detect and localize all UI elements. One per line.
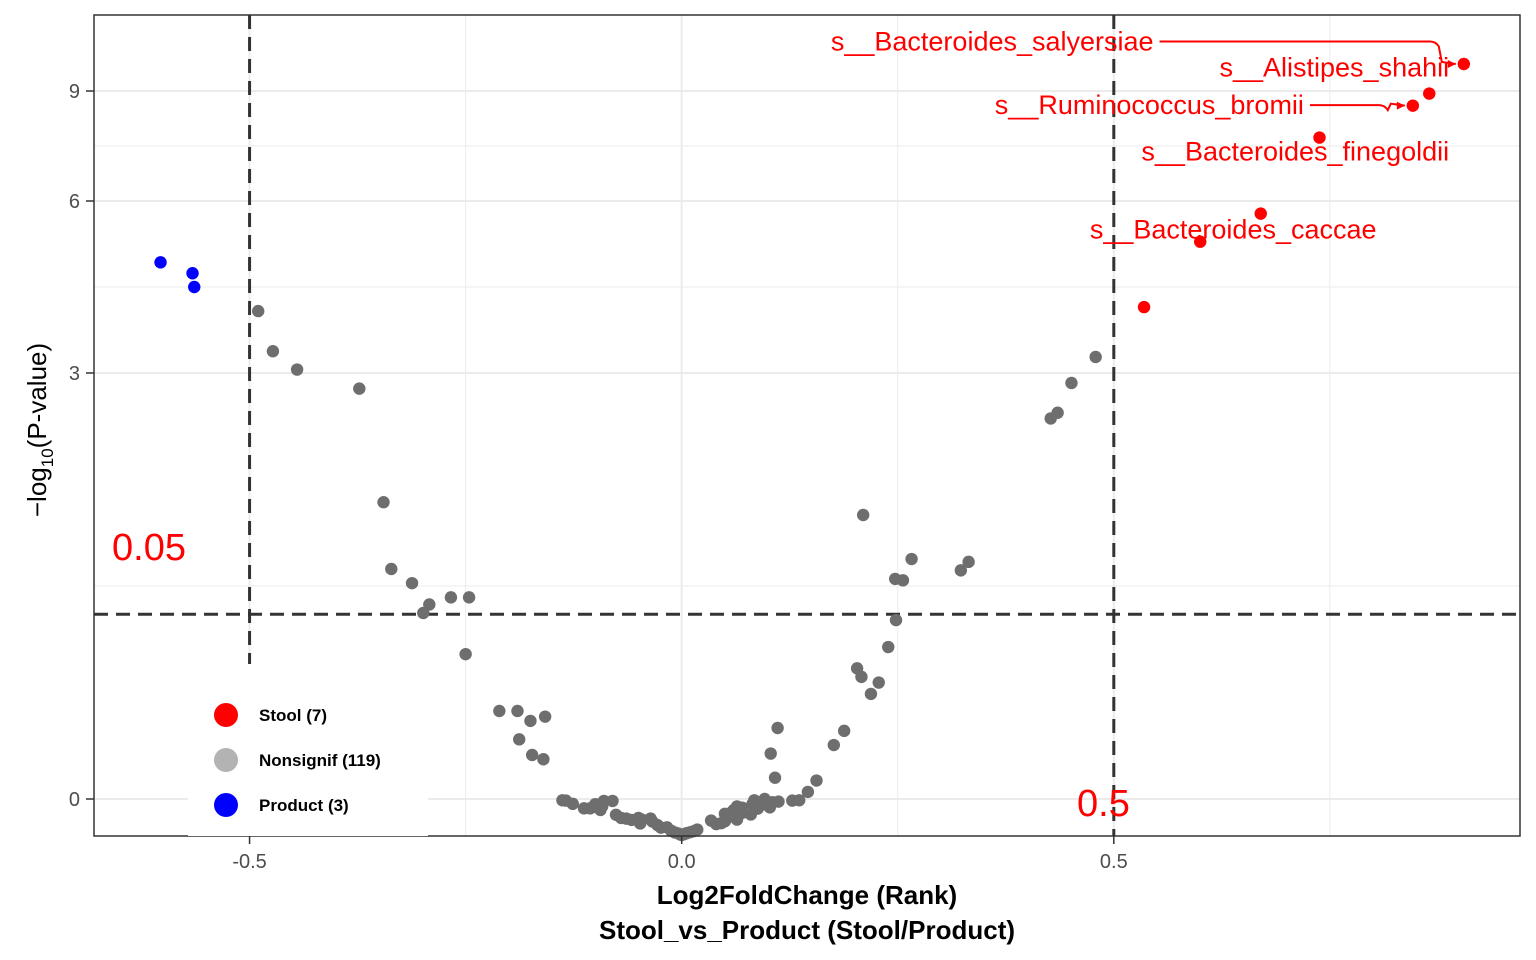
data-point <box>691 823 704 836</box>
data-point <box>524 714 537 728</box>
data-point <box>538 710 552 723</box>
data-point <box>377 496 390 509</box>
annotation-leader-line <box>1309 102 1405 113</box>
data-point <box>768 771 782 784</box>
legend-key <box>214 703 238 727</box>
data-point <box>188 280 201 294</box>
data-point <box>1457 57 1471 71</box>
data-point <box>444 591 458 604</box>
data-point <box>493 704 506 718</box>
data-point <box>962 555 975 569</box>
x-axis-title-line2: Stool_vs_Product (Stool/Product) <box>599 915 1015 945</box>
data-point <box>597 794 611 808</box>
data-point <box>954 564 968 577</box>
data-point <box>353 382 366 395</box>
data-point <box>1406 99 1420 112</box>
x-tick-label: -0.5 <box>232 851 266 873</box>
data-point <box>252 304 265 318</box>
data-point <box>771 721 784 735</box>
data-point <box>856 508 870 522</box>
data-point <box>1423 87 1436 100</box>
y-axis-title-sub: 10 <box>38 448 57 467</box>
data-point <box>1089 350 1102 364</box>
annotation-leader-arrow <box>1396 101 1405 110</box>
data-point <box>1137 300 1151 314</box>
data-point <box>882 640 895 654</box>
y-tick-label: 3 <box>69 363 80 385</box>
data-point <box>764 747 777 760</box>
data-point <box>423 598 436 611</box>
data-point <box>511 704 524 718</box>
point-annotation-label: s__Bacteroides_caccae <box>1090 214 1377 244</box>
legend: Stool (7) Nonsignif (119) Product (3) <box>188 664 428 836</box>
data-point <box>1194 235 1207 248</box>
threshold-labels: 0.05 0.5 <box>112 527 1130 825</box>
x-tick-label: 0.0 <box>668 851 696 873</box>
data-point <box>634 817 647 830</box>
legend-key <box>214 748 238 772</box>
data-point <box>266 345 280 358</box>
fc-threshold-label: 0.5 <box>1077 783 1130 825</box>
x-tick-label: 0.5 <box>1100 851 1128 873</box>
data-point <box>905 552 918 566</box>
legend-label: Product (3) <box>259 796 349 815</box>
legend-label: Nonsignif (119) <box>259 751 381 770</box>
data-point <box>462 591 476 604</box>
point-annotation-label: s__Alistipes_shahii <box>1219 52 1449 82</box>
point-annotation-label: s__Ruminococcus_bromii <box>995 90 1304 120</box>
data-point <box>801 785 815 799</box>
annotation-leader-arrow <box>1447 60 1456 68</box>
data-point <box>385 562 398 576</box>
data-point <box>459 647 472 661</box>
data-point <box>1051 406 1064 419</box>
point-annotation-label: s__Bacteroides_finegoldii <box>1141 136 1449 166</box>
data-point <box>1313 131 1326 144</box>
y-tick-label: 6 <box>69 191 80 213</box>
data-point <box>855 670 868 684</box>
point-annotation-label: s__Bacteroides_salyersiae <box>831 27 1154 57</box>
data-point <box>772 795 785 808</box>
data-point <box>606 794 619 808</box>
data-point <box>1254 207 1267 220</box>
data-points <box>154 57 1471 842</box>
data-point <box>827 738 840 752</box>
data-point <box>405 576 419 590</box>
data-point <box>872 676 885 689</box>
data-point <box>537 753 550 766</box>
panel-border <box>93 14 1521 837</box>
y-tick-label: 0 <box>69 789 80 811</box>
data-point <box>837 724 851 738</box>
data-point <box>186 267 199 280</box>
data-point <box>290 363 304 376</box>
data-point <box>513 733 526 746</box>
data-point <box>810 774 823 787</box>
data-point <box>1065 376 1078 390</box>
legend-key <box>214 793 238 817</box>
y-axis-title: −log10(P-value) <box>22 343 57 517</box>
data-point <box>566 797 579 811</box>
y-tick-label: 9 <box>69 81 80 103</box>
x-axis-ticks: -0.5 0.0 0.5 <box>232 836 1128 873</box>
y-axis-title-prefix: −log <box>22 467 52 517</box>
point-annotations: s__Bacteroides_salyersiae s__Alistipes_sh… <box>831 27 1449 245</box>
data-point <box>735 801 749 814</box>
data-point <box>889 613 903 627</box>
y-axis-ticks: 0 3 6 9 <box>69 81 94 811</box>
annotation-leaders <box>1159 40 1456 113</box>
data-point <box>864 687 878 701</box>
p-threshold-label: 0.05 <box>112 527 186 569</box>
x-axis-title-line1: Log2FoldChange (Rank) <box>657 880 957 910</box>
data-point <box>154 256 167 269</box>
data-point <box>896 574 910 587</box>
y-axis-title-suffix: (P-value) <box>22 343 52 448</box>
annotation-leader-line <box>1159 40 1456 65</box>
legend-label: Stool (7) <box>259 706 327 725</box>
data-point <box>793 794 806 807</box>
data-point <box>525 748 539 762</box>
